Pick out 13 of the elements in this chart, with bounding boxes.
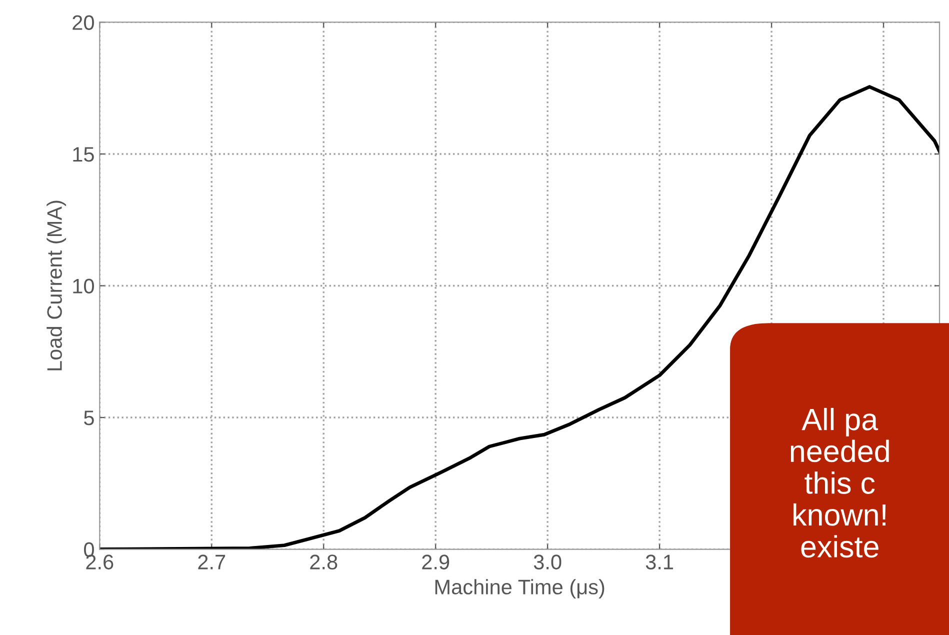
- x-axis-title: Machine Time (μs): [435, 579, 604, 599]
- x-tick-label: 3.0: [534, 554, 562, 570]
- y-axis-title: Load Current (MA): [46, 200, 66, 370]
- y-tick-label: 20: [72, 15, 94, 30]
- x-tick-label: 2.7: [198, 554, 226, 570]
- x-tick-label: 3.1: [646, 554, 674, 570]
- annotation: All pa needed this c known! existe: [790, 408, 889, 558]
- x-tick-label: 2.6: [86, 554, 114, 570]
- y-tick-label: 10: [73, 278, 94, 294]
- y-tick-label: 15: [73, 147, 94, 162]
- y-tick-label: 5: [84, 410, 94, 426]
- x-tick-label: 2.8: [310, 554, 338, 570]
- x-tick-label: 2.9: [422, 554, 450, 570]
